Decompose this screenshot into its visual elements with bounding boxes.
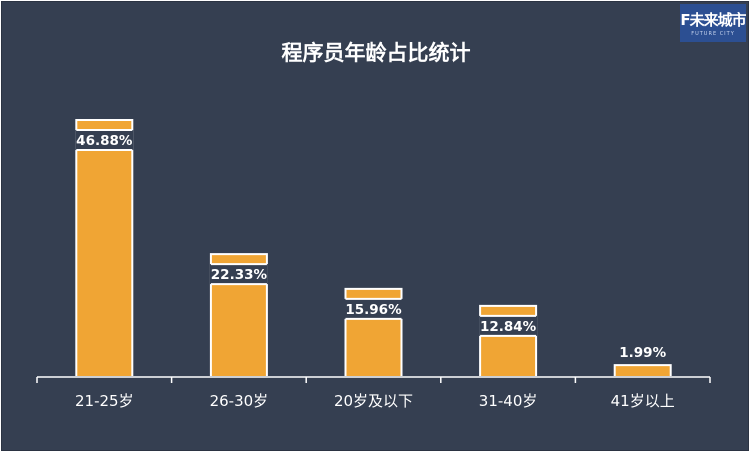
x-tick-label: 21-25岁 (75, 392, 134, 410)
x-axis: 21-25岁 26-30岁 20岁及以下 31-40岁 41岁以上 (36, 376, 711, 410)
data-labels-group: 46.88% 22.33% 15.96% 12.84% 1.99% (76, 133, 666, 361)
bar-outline (75, 119, 134, 376)
bar-outline (479, 304, 538, 376)
bar-outline (209, 253, 268, 376)
label-band (344, 298, 403, 319)
bar-outline (344, 287, 403, 376)
label-band (209, 264, 268, 285)
logo-text: F未来城市 (680, 11, 746, 29)
bar-3 (344, 287, 403, 376)
x-tick-label: 26-30岁 (210, 392, 269, 410)
label-band (479, 315, 538, 336)
data-label: 22.33% (211, 267, 268, 283)
data-label: 15.96% (345, 302, 402, 318)
chart-title: 程序员年龄占比统计 (281, 41, 471, 65)
bar-4 (479, 304, 538, 376)
bar-rect (614, 365, 671, 376)
bar-rect (76, 120, 133, 376)
data-label: 1.99% (619, 345, 666, 361)
bars-group (75, 119, 672, 376)
bar-outline (613, 364, 672, 376)
logo-subtext: FUTURE CITY (691, 31, 735, 37)
data-label: 46.88% (76, 133, 133, 149)
label-band (75, 130, 134, 151)
bar-1 (75, 119, 134, 376)
x-tick-label: 41岁以上 (611, 392, 675, 410)
bar-2 (209, 253, 268, 376)
data-label: 12.84% (480, 319, 537, 335)
bar-5 (613, 364, 672, 376)
future-city-logo: F未来城市 FUTURE CITY (680, 4, 746, 42)
x-tick-label: 31-40岁 (479, 392, 538, 410)
x-tick-label: 20岁及以下 (334, 392, 413, 410)
